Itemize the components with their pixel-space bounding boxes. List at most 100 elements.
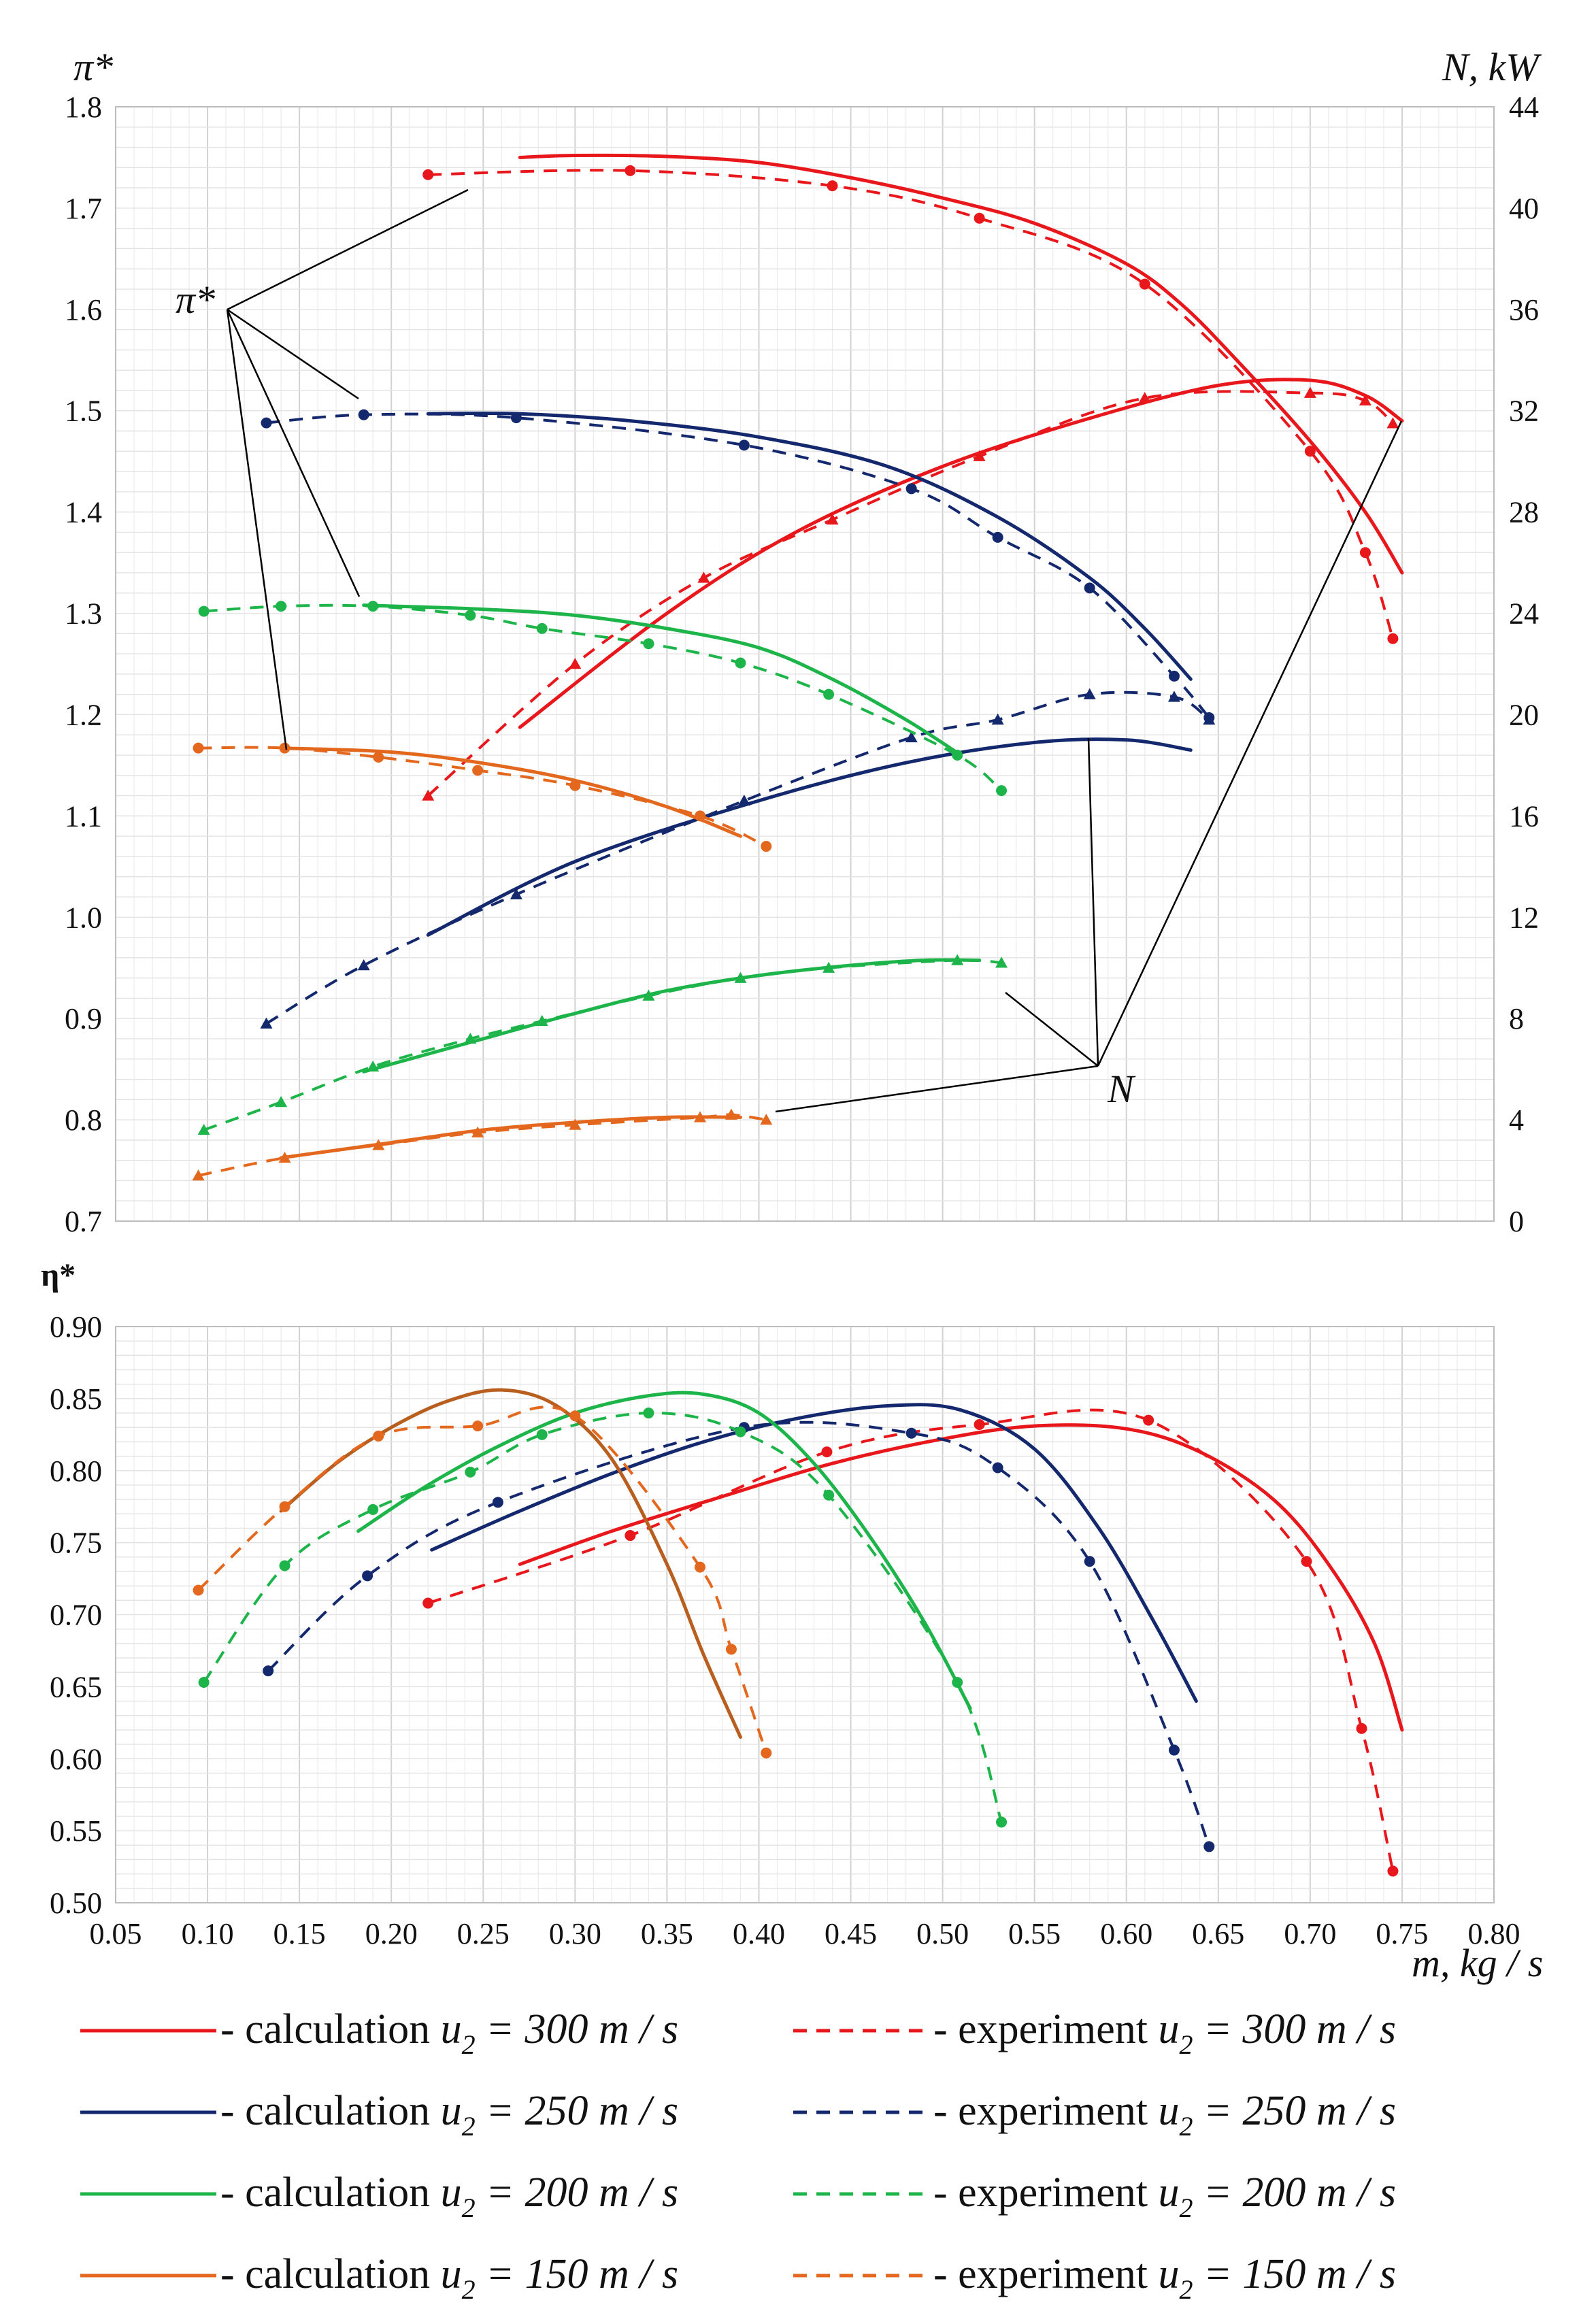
dot-marker [198, 605, 210, 617]
dot-marker [1301, 1556, 1312, 1567]
dot-marker [193, 742, 204, 754]
series-line [428, 169, 1395, 639]
bottom-y-tick-label: 0.90 [50, 1310, 102, 1344]
dot-marker [569, 780, 581, 791]
top-right-tick-label: 40 [1509, 192, 1539, 225]
series-line [203, 1412, 1003, 1823]
top-y-tick-label: 1.6 [65, 293, 102, 327]
triangle-marker [734, 971, 747, 983]
triangle-marker [995, 956, 1008, 968]
series-line [203, 603, 1003, 792]
pi-annotation-label: π* [176, 278, 215, 322]
legend: - calculation u2 = 300 m / s - experiment… [80, 2006, 1396, 2305]
triangle-marker [1359, 394, 1371, 406]
triangle-marker [973, 450, 986, 461]
dot-marker [276, 601, 287, 612]
bottom-y-tick-label: 0.50 [50, 1886, 102, 1920]
dot-marker [643, 638, 654, 650]
top-right-tick-label: 32 [1509, 395, 1539, 428]
triangle-marker [260, 1017, 273, 1029]
top-y-axis-title: π* [73, 45, 113, 89]
dot-marker [569, 1410, 581, 1422]
top-right-tick-label: 44 [1509, 90, 1539, 124]
triangle-marker [197, 1123, 210, 1135]
legend-sub: 2 [1180, 2274, 1193, 2305]
legend-item: - experiment u2 = 150 m / s [793, 2251, 1396, 2305]
top-plot-frame [115, 106, 1495, 1222]
bottom-x-tick-label: 0.15 [273, 1917, 326, 1950]
top-right-tick-label: 0 [1509, 1205, 1524, 1238]
dot-marker [367, 601, 379, 612]
bottom-x-axis-title: m, kg / s [1412, 1941, 1543, 1985]
triangle-marker [192, 1169, 205, 1181]
legend-var: u [441, 2251, 462, 2297]
triangle-marker [357, 959, 370, 971]
dot-marker [193, 1584, 204, 1596]
triangle-marker [1303, 386, 1316, 398]
series-line [198, 1113, 767, 1177]
legend-units: m / s [588, 2006, 678, 2052]
legend-item: - experiment u2 = 250 m / s [793, 2088, 1396, 2142]
top-right-tick-label: 12 [1509, 901, 1539, 934]
series-line [362, 958, 982, 1074]
top-y-tick-label: 0.9 [65, 1002, 102, 1035]
legend-item: - experiment u2 = 300 m / s [793, 2006, 1396, 2060]
dot-marker [996, 1816, 1008, 1828]
dot-marker [422, 169, 434, 180]
dot-marker [472, 765, 484, 776]
dot-marker [1139, 278, 1150, 290]
top-right-axis-title: N, kW [1442, 45, 1542, 89]
legend-value: = 250 [1193, 2088, 1306, 2134]
series-line [279, 746, 742, 838]
dot-marker [373, 751, 384, 763]
legend-value: = 250 [476, 2088, 588, 2134]
dot-marker [198, 1677, 210, 1688]
bottom-x-tick-label: 0.20 [365, 1917, 418, 1950]
triangle-marker [464, 1032, 477, 1044]
legend-sub: 2 [462, 2274, 476, 2305]
bottom-y-tick-label: 0.70 [50, 1599, 102, 1632]
bottom-y-axis-title: η* [41, 1257, 76, 1293]
dot-marker [827, 180, 838, 192]
bottom-x-tick-label: 0.65 [1192, 1917, 1244, 1950]
top-y-tick-label: 1.7 [65, 192, 102, 225]
dot-marker [738, 439, 750, 451]
dot-marker [625, 1530, 636, 1542]
ticks-layer: 0.7 0.8 0.9 1.0 1.1 1.2 1.3 1.4 1.5 1.6 1.7 1.8 0 4 8 1… [50, 90, 1539, 1950]
legend-sub: 2 [462, 2111, 476, 2142]
triangle-marker [760, 1114, 773, 1125]
series-line [279, 1115, 742, 1160]
top-y-tick-label: 1.1 [65, 799, 102, 833]
series-line [426, 737, 1193, 937]
top-y-tick-label: 1.3 [65, 597, 102, 631]
triangle-marker [275, 1096, 288, 1108]
dot-marker [974, 212, 985, 224]
legend-units: m / s [1306, 2251, 1396, 2297]
series-line [426, 411, 1193, 681]
dot-marker [996, 785, 1008, 797]
legend-label: - experiment u2 = 250 m / s [933, 2088, 1396, 2142]
legend-units: m / s [588, 2169, 678, 2216]
series-line [267, 1420, 1211, 1848]
triangle-marker [951, 954, 964, 965]
bottom-x-tick-label: 0.80 [1468, 1917, 1520, 1950]
dot-marker [261, 417, 272, 429]
top-grid [115, 106, 1495, 1222]
dot-marker [695, 1561, 706, 1573]
triangle-marker [1203, 713, 1216, 725]
top-y-tick-label: 1.2 [65, 698, 102, 731]
dot-marker [1168, 670, 1180, 682]
dot-marker [952, 750, 963, 761]
legend-label: - experiment u2 = 150 m / s [933, 2251, 1396, 2305]
dot-marker [643, 1408, 654, 1419]
triangle-marker [367, 1060, 380, 1072]
dot-marker [536, 622, 548, 634]
dot-marker [367, 1503, 379, 1515]
triangle-marker [642, 989, 655, 1001]
bottom-x-tick-label: 0.05 [90, 1917, 142, 1950]
series-line [356, 1391, 972, 1710]
triangle-marker [569, 1118, 582, 1130]
legend-label: - experiment u2 = 200 m / s [933, 2169, 1396, 2223]
dot-marker [823, 688, 835, 700]
dot-marker [263, 1665, 274, 1677]
